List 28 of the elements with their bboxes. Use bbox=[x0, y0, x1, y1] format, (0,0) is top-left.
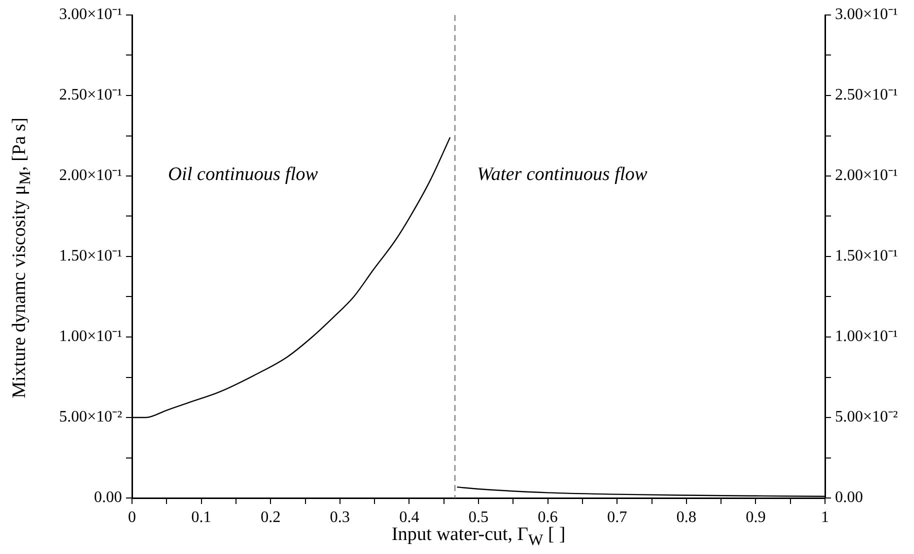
annotation: Oil continuous flow bbox=[168, 164, 318, 185]
y-tick-label: 2.00×10⁻¹ bbox=[59, 167, 122, 184]
x-tick-label: 0.2 bbox=[260, 508, 281, 526]
y2-tick-label: 5.00×10⁻² bbox=[835, 408, 898, 426]
y-tick-label: 5.00×10⁻² bbox=[59, 408, 122, 426]
y-tick-label: 1.00×10⁻¹ bbox=[59, 328, 122, 346]
y2-tick-label: 1.00×10⁻¹ bbox=[835, 328, 898, 346]
x-tick-label: 0.4 bbox=[399, 508, 420, 526]
x-tick-label: 0.8 bbox=[676, 508, 696, 526]
y2-tick-label: 2.50×10⁻¹ bbox=[835, 86, 898, 104]
x-tick-label: 0.5 bbox=[468, 508, 488, 526]
x-axis-title: Input water-cut, Γ$_{W}$ [ ] bbox=[390, 524, 566, 550]
y2-tick-label: 0.00 bbox=[835, 489, 863, 506]
x-tick-label: 0.6 bbox=[538, 508, 558, 526]
x-tick-label: 0.3 bbox=[330, 508, 350, 526]
y2-tick-label: 2.00×10⁻¹ bbox=[835, 167, 898, 184]
y-tick-label: 3.00×10⁻¹ bbox=[59, 6, 122, 24]
y-tick-label: 2.50×10⁻¹ bbox=[59, 86, 122, 104]
y2-tick-label: 3.00×10⁻¹ bbox=[835, 6, 898, 24]
x-tick-label: 1 bbox=[821, 508, 829, 526]
x-tick-label: 0.7 bbox=[607, 508, 628, 526]
y-tick-label: 0.00 bbox=[94, 489, 122, 506]
y2-tick-label: 1.50×10⁻¹ bbox=[835, 248, 898, 265]
y-tick-label: 1.50×10⁻¹ bbox=[59, 248, 122, 265]
annotation: Water continuous flow bbox=[477, 164, 648, 185]
x-tick-label: 0.9 bbox=[746, 508, 766, 526]
x-tick-label: 0.1 bbox=[191, 508, 212, 526]
x-tick-label: 0 bbox=[128, 508, 136, 526]
